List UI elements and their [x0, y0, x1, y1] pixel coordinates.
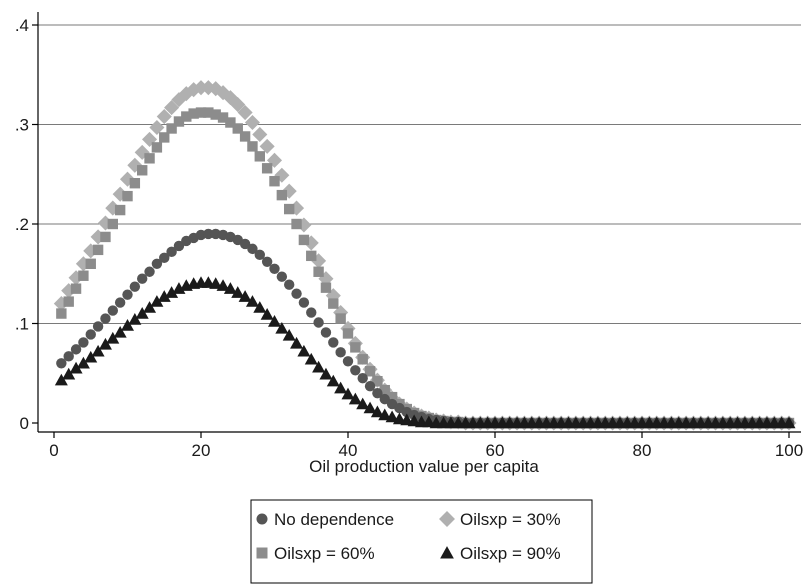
- data-point-circle: [277, 272, 287, 282]
- data-point-square: [86, 259, 96, 269]
- data-point-square: [255, 151, 265, 161]
- data-point-circle: [328, 337, 338, 347]
- data-point-square: [335, 313, 345, 323]
- data-point-circle: [321, 327, 331, 337]
- data-point-circle: [358, 373, 368, 383]
- data-point-square: [343, 328, 353, 338]
- legend-marker-square: [257, 548, 268, 559]
- data-point-square: [277, 190, 287, 200]
- data-point-circle: [78, 337, 88, 347]
- data-point-circle: [100, 313, 110, 323]
- data-point-square: [299, 235, 309, 245]
- data-point-circle: [313, 317, 323, 327]
- data-point-square: [152, 142, 162, 152]
- data-point-circle: [343, 356, 353, 366]
- data-point-square: [100, 232, 110, 242]
- data-point-circle: [144, 267, 154, 277]
- data-point-square: [64, 296, 74, 306]
- data-point-square: [358, 354, 368, 364]
- data-point-square: [144, 153, 154, 163]
- y-tick-label: .3: [15, 116, 29, 135]
- axes-layer: 0.1.2.3.40 20 40 60 80 100: [15, 12, 803, 460]
- data-point-square: [159, 132, 169, 142]
- data-point-square: [328, 298, 338, 308]
- data-point-square: [262, 163, 272, 173]
- data-point-circle: [93, 321, 103, 331]
- y-tick-label: .4: [15, 16, 29, 35]
- x-tick-label: 80: [633, 441, 652, 460]
- data-point-circle: [130, 281, 140, 291]
- data-point-square: [240, 131, 250, 141]
- data-point-diamond: [252, 127, 267, 142]
- data-point-circle: [291, 288, 301, 298]
- series-circle: [56, 229, 794, 428]
- data-point-square: [93, 245, 103, 255]
- data-point-square: [269, 176, 279, 186]
- data-point-square: [284, 204, 294, 214]
- data-point-square: [247, 141, 257, 151]
- series-square: [56, 107, 794, 428]
- legend-label: No dependence: [274, 510, 394, 529]
- data-point-circle: [86, 329, 96, 339]
- data-point-square: [306, 251, 316, 261]
- data-point-square: [122, 191, 132, 201]
- data-point-circle: [299, 297, 309, 307]
- data-point-circle: [335, 347, 345, 357]
- data-point-square: [321, 282, 331, 292]
- legend-label: Oilsxp = 90%: [460, 544, 561, 563]
- data-point-circle: [269, 264, 279, 274]
- x-tick-label: 100: [775, 441, 803, 460]
- data-point-square: [130, 178, 140, 188]
- x-tick-label: 20: [192, 441, 211, 460]
- data-point-square: [78, 271, 88, 281]
- legend-label: Oilsxp = 60%: [274, 544, 375, 563]
- y-tick-label: .1: [15, 315, 29, 334]
- data-point-square: [108, 219, 118, 229]
- legend-marker-circle: [257, 514, 268, 525]
- data-point-square: [115, 205, 125, 215]
- x-tick-label: 0: [49, 441, 58, 460]
- data-point-circle: [115, 297, 125, 307]
- data-point-square: [313, 267, 323, 277]
- data-point-circle: [350, 365, 360, 375]
- grid-layer: [38, 25, 801, 324]
- data-point-square: [350, 342, 360, 352]
- y-tick-label: .2: [15, 215, 29, 234]
- series-layer: [54, 80, 797, 430]
- data-point-square: [56, 308, 66, 318]
- series-triangle: [55, 276, 796, 428]
- data-point-circle: [306, 307, 316, 317]
- data-point-square: [71, 283, 81, 293]
- data-point-circle: [122, 289, 132, 299]
- data-point-square: [291, 219, 301, 229]
- x-axis-title: Oil production value per capita: [309, 457, 539, 476]
- data-point-circle: [284, 279, 294, 289]
- y-tick-label: 0: [20, 414, 29, 433]
- legend: No dependence Oilsxp = 30% Oilsxp = 60% Oil…: [251, 500, 592, 583]
- data-point-square: [137, 165, 147, 175]
- data-point-circle: [108, 305, 118, 315]
- legend-label: Oilsxp = 30%: [460, 510, 561, 529]
